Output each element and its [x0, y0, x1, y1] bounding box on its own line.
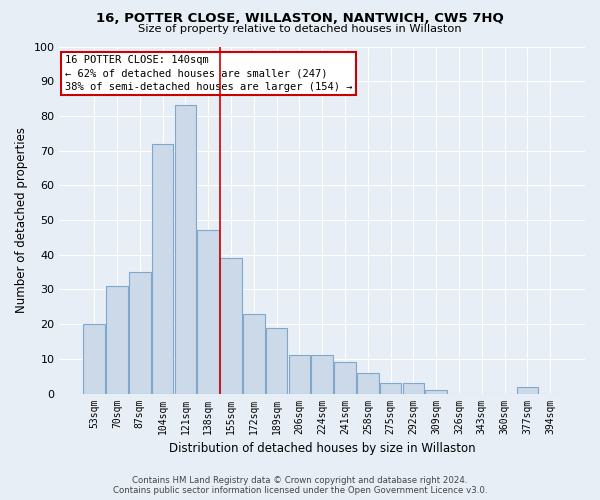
Text: 16 POTTER CLOSE: 140sqm
← 62% of detached houses are smaller (247)
38% of semi-d: 16 POTTER CLOSE: 140sqm ← 62% of detache… — [65, 55, 352, 92]
Bar — [357, 372, 379, 394]
Bar — [380, 383, 401, 394]
Bar — [517, 386, 538, 394]
Bar — [83, 324, 105, 394]
Text: Contains HM Land Registry data © Crown copyright and database right 2024.
Contai: Contains HM Land Registry data © Crown c… — [113, 476, 487, 495]
Bar — [175, 106, 196, 394]
Bar — [425, 390, 447, 394]
Bar — [289, 356, 310, 394]
X-axis label: Distribution of detached houses by size in Willaston: Distribution of detached houses by size … — [169, 442, 476, 455]
Bar — [129, 272, 151, 394]
Bar — [220, 258, 242, 394]
Bar — [106, 286, 128, 394]
Bar — [334, 362, 356, 394]
Y-axis label: Number of detached properties: Number of detached properties — [15, 127, 28, 313]
Bar — [311, 356, 333, 394]
Bar — [152, 144, 173, 394]
Bar — [266, 328, 287, 394]
Bar — [403, 383, 424, 394]
Text: Size of property relative to detached houses in Willaston: Size of property relative to detached ho… — [138, 24, 462, 34]
Text: 16, POTTER CLOSE, WILLASTON, NANTWICH, CW5 7HQ: 16, POTTER CLOSE, WILLASTON, NANTWICH, C… — [96, 12, 504, 26]
Bar — [197, 230, 219, 394]
Bar — [243, 314, 265, 394]
